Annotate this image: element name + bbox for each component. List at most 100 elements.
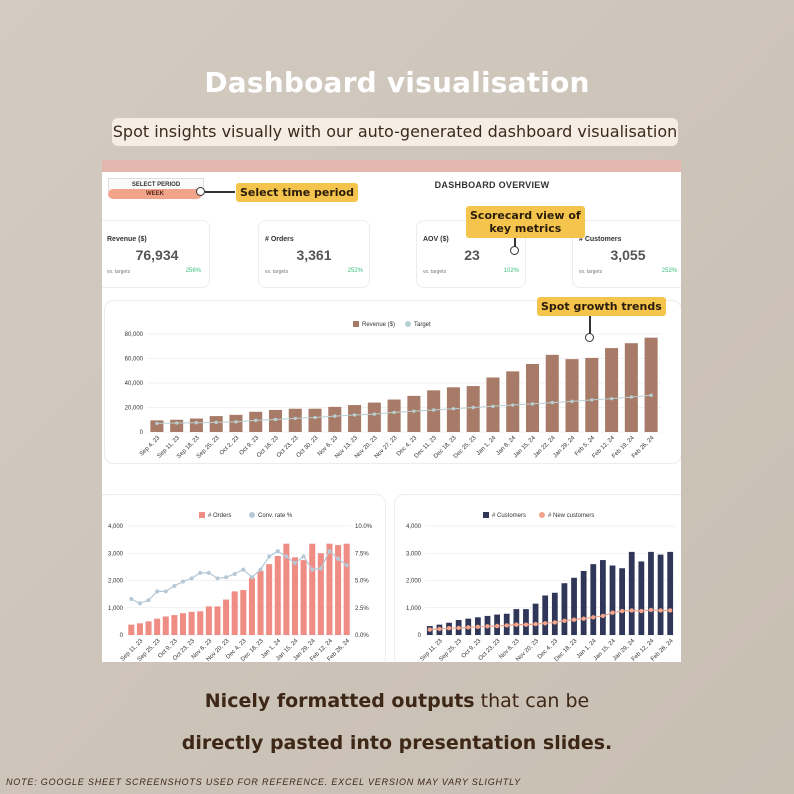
scorecard-label: # Customers (579, 236, 622, 243)
x-tick-label: Jan 1, 24 (476, 435, 498, 457)
series-point (494, 623, 500, 629)
scorecard-label: # Orders (265, 236, 294, 243)
x-tick-label: Oct 23, 23 (478, 638, 502, 662)
callout-marker (196, 187, 205, 196)
callout-connector (205, 191, 235, 193)
series-point (570, 399, 574, 404)
series-point (189, 576, 194, 581)
series-point (172, 583, 177, 588)
scorecard-revenue: Revenue ($) 76,934 vs. targets 256% (102, 220, 210, 288)
bar (209, 416, 223, 432)
bar (348, 405, 362, 432)
bar (197, 611, 204, 635)
legend-swatch (539, 512, 545, 518)
bar (150, 420, 164, 432)
bar (571, 577, 577, 635)
callout-spot-growth-trends: Spot growth trends (537, 297, 666, 316)
bar (506, 371, 520, 432)
legend-swatch (353, 321, 359, 327)
customers-chart: 0 1,000 2,000 3,000 4,000 # Customers # New cu… (406, 512, 675, 662)
series-point (224, 575, 229, 580)
y-tick-label: 1,000 (108, 606, 124, 612)
bar (667, 551, 674, 635)
series-point (232, 571, 237, 576)
series-point (310, 567, 315, 572)
bar (308, 408, 322, 432)
bar (367, 402, 381, 432)
period-dropdown[interactable]: WEEK (108, 189, 202, 199)
y-tick-label: 2,000 (108, 579, 124, 585)
callout-connector (589, 316, 591, 334)
bar (609, 565, 616, 635)
series-point (318, 566, 323, 571)
legend-label: Target (414, 322, 431, 328)
bar (240, 590, 247, 635)
callout-scorecard-view: Scorecard view of key metrics (466, 206, 585, 238)
series-point (137, 601, 142, 606)
y-tick-label: 40,000 (125, 381, 144, 387)
bar (248, 577, 255, 635)
bar (257, 570, 264, 635)
series-point (456, 625, 461, 631)
y2-tick-label: 5.0% (355, 579, 369, 585)
scorecard-customers: # Customers 3,055 vs. targets 252% (572, 220, 681, 288)
dashboard-screenshot: SELECT PERIOD WEEK DASHBOARD OVERVIEW Re… (102, 160, 681, 662)
series-point (619, 608, 625, 614)
bar (291, 557, 299, 635)
callout-line: Scorecard view of (470, 209, 581, 222)
bar (387, 399, 401, 432)
callout-marker (585, 333, 594, 342)
series-point (552, 620, 558, 625)
legend-swatch (249, 512, 255, 518)
orders-chart: 0 1,000 2,000 3,000 4,000 0.0% 2.5% 5.0% 7.5% 10.… (108, 512, 373, 662)
scorecard-percent: 256% (185, 268, 201, 274)
series-point (639, 608, 644, 614)
bar (648, 551, 654, 635)
bar (523, 609, 529, 635)
series-point (267, 554, 272, 559)
bar (580, 570, 587, 635)
series-point (466, 625, 471, 630)
series-point (427, 627, 433, 632)
footer-message: Nicely formatted outputs that can be dir… (0, 680, 794, 764)
series-point (431, 408, 436, 412)
series-point (174, 421, 179, 425)
scorecard-vs-label: vs. targets (265, 269, 289, 275)
y2-tick-label: 0.0% (355, 633, 369, 639)
y2-tick-label: 10.0% (355, 524, 373, 530)
scorecard-value: 3,361 (296, 247, 332, 263)
y-tick-label: 3,000 (406, 551, 422, 557)
series-point (155, 421, 159, 426)
series-point (485, 624, 490, 629)
series-point (129, 597, 134, 602)
series-point (471, 405, 475, 410)
callout-select-time-period: Select time period (236, 183, 358, 202)
footnote: NOTE: GOOGLE SHEET SCREENSHOTS USED FOR … (6, 777, 521, 787)
bar (136, 623, 143, 635)
series-point (533, 621, 538, 627)
series-point (609, 396, 614, 401)
series-point (215, 576, 220, 581)
x-tick-label: Jan 29, 24 (552, 435, 577, 460)
series-point (511, 403, 515, 407)
footer-line-1-bold: Nicely formatted outputs (204, 690, 475, 712)
bar (335, 545, 342, 635)
series-point (491, 404, 495, 408)
bar (300, 560, 307, 635)
series-point (581, 616, 586, 621)
bar (619, 568, 625, 635)
y-tick-label: 20,000 (125, 406, 144, 412)
bar (343, 543, 350, 635)
scorecard-value: 76,934 (135, 247, 179, 263)
y-tick-label: 1,000 (406, 606, 422, 612)
legend-label: Revenue ($) (362, 322, 395, 328)
dashboard-overview-title: DASHBOARD OVERVIEW (434, 180, 550, 190)
legend-label: Conv. rate % (258, 513, 293, 519)
series-point (301, 554, 306, 559)
series-point (275, 549, 280, 554)
legend-swatch (483, 512, 489, 518)
series-point (475, 624, 481, 630)
scorecard-percent: 252% (347, 268, 363, 274)
bar (513, 609, 520, 635)
bar (231, 591, 238, 635)
